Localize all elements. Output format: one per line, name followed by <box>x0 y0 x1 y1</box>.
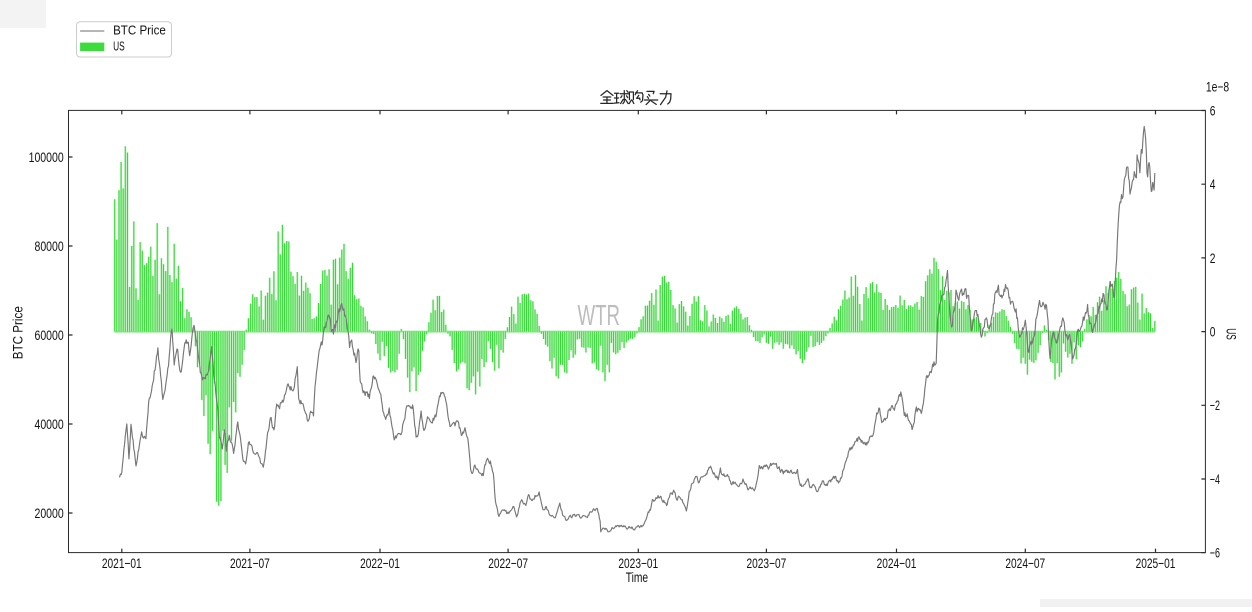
svg-text:0: 0 <box>1210 324 1216 340</box>
svg-text:4: 4 <box>1210 176 1216 192</box>
svg-text:20000: 20000 <box>35 505 64 521</box>
svg-text:6: 6 <box>1210 102 1216 118</box>
svg-text:2022−07: 2022−07 <box>488 555 528 571</box>
svg-text:2021−07: 2021−07 <box>230 555 270 571</box>
svg-text:80000: 80000 <box>35 238 64 254</box>
svg-text:WTR: WTR <box>578 300 621 332</box>
svg-text:Time: Time <box>626 570 648 585</box>
svg-text:40000: 40000 <box>35 416 64 432</box>
svg-text:2024−01: 2024−01 <box>877 555 917 571</box>
svg-text:2021−01: 2021−01 <box>102 555 142 571</box>
svg-text:2: 2 <box>1210 250 1216 266</box>
svg-text:60000: 60000 <box>35 327 64 343</box>
svg-text:US: US <box>1223 328 1238 340</box>
svg-text:2022−01: 2022−01 <box>360 555 400 571</box>
svg-text:100000: 100000 <box>29 149 64 165</box>
svg-text:2023−01: 2023−01 <box>618 555 658 571</box>
svg-text:BTC Price: BTC Price <box>10 306 25 359</box>
svg-text:−6: −6 <box>1210 545 1220 561</box>
svg-text:−2: −2 <box>1210 397 1220 413</box>
svg-text:2025−01: 2025−01 <box>1136 555 1176 571</box>
svg-text:BTC Price: BTC Price <box>113 24 166 38</box>
svg-text:−4: −4 <box>1210 471 1220 487</box>
svg-text:2023−07: 2023−07 <box>747 555 787 571</box>
svg-text:2024−07: 2024−07 <box>1005 555 1045 571</box>
svg-text:US: US <box>113 40 125 54</box>
svg-text:1e−8: 1e−8 <box>1206 79 1229 95</box>
